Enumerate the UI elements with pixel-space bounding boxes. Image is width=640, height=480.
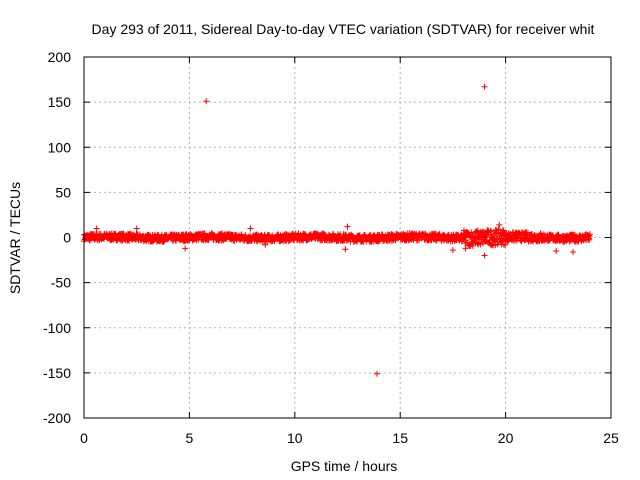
data-point-outlier	[496, 221, 503, 228]
y-tick-label: -150	[43, 365, 71, 381]
data-point	[474, 227, 481, 234]
data-point-outlier	[481, 252, 488, 259]
data-point	[477, 241, 484, 248]
data-point-outlier	[462, 245, 469, 252]
data-point-outlier	[93, 225, 100, 232]
x-tick-label: 20	[498, 430, 514, 446]
x-tick-label: 5	[186, 430, 194, 446]
data-point	[499, 227, 506, 234]
x-tick-label: 10	[287, 430, 303, 446]
y-tick-label: 50	[55, 184, 71, 200]
y-tick-label: -200	[43, 410, 71, 426]
y-tick-label: 100	[48, 139, 72, 155]
data-point	[502, 241, 509, 248]
data-point-outlier	[203, 98, 210, 105]
x-tick-label: 25	[603, 430, 619, 446]
data-point	[492, 242, 499, 249]
data-points	[81, 83, 593, 377]
x-tick-label: 15	[392, 430, 408, 446]
data-point-outlier	[449, 247, 456, 254]
axis-ticks: -200 -150 -100 -50 0 50 100 150 200 0 5 10 15 20 25	[43, 49, 619, 446]
data-point-outlier	[481, 83, 488, 90]
data-point	[468, 229, 475, 236]
x-tick-label: 0	[80, 430, 88, 446]
data-point-outlier	[570, 248, 577, 255]
data-point	[469, 242, 476, 249]
data-point-outlier	[133, 225, 140, 232]
x-axis-label: GPS time / hours	[291, 458, 398, 474]
data-point	[487, 227, 494, 234]
data-point-outlier	[553, 248, 560, 255]
data-point-outlier	[374, 370, 381, 377]
plot-frame	[83, 56, 612, 419]
data-point-outlier	[344, 223, 351, 230]
y-tick-label: -50	[51, 275, 71, 291]
data-point	[488, 228, 495, 235]
y-axis-label: SDTVAR / TECUs	[7, 182, 23, 294]
data-point-outlier	[342, 246, 349, 253]
data-point-outlier	[262, 241, 269, 248]
y-tick-label: 150	[48, 94, 72, 110]
data-point	[586, 231, 593, 238]
data-point-outlier	[182, 245, 189, 252]
y-tick-label: 0	[63, 230, 71, 246]
y-tick-label: 200	[48, 49, 72, 65]
data-point	[521, 237, 528, 244]
data-point-outlier	[247, 225, 254, 232]
data-point	[499, 237, 506, 244]
chart-title: Day 293 of 2011, Sidereal Day-to-day VTE…	[92, 21, 595, 37]
y-tick-label: -100	[43, 320, 71, 336]
